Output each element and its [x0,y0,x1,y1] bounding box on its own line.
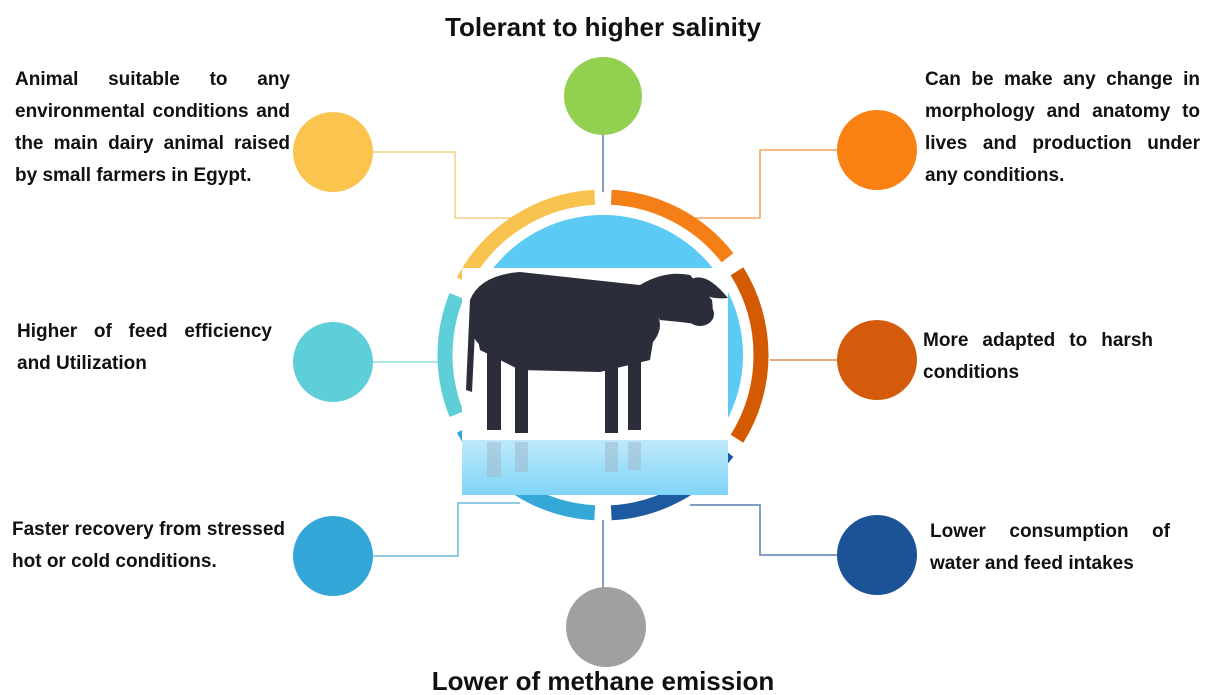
node-text: Faster recovery from stressed hot or col… [12,514,285,578]
node-circle [564,57,642,135]
node-circle [566,587,646,667]
node-circle [293,516,373,596]
node-circle [837,320,917,400]
title-bottom: Lower of methane emission [303,666,903,695]
ring-segment [445,296,457,414]
node-circle [293,322,373,402]
diagram: Tolerant to higher salinity Lower of met… [0,0,1207,695]
reflection [462,440,728,495]
node-text: Can be make any change in morphology and… [925,64,1200,192]
node-text: Animal suitable to any environmental con… [15,64,290,192]
node-text: More adapted to harsh conditions [923,325,1153,389]
node-text: Higher of feed efficiency and Utilizatio… [17,316,272,380]
title-top: Tolerant to higher salinity [303,12,903,43]
node-circle [293,112,373,192]
node-text: Lower consumption of water and feed inta… [930,516,1170,580]
node-circle [837,110,917,190]
node-circle [837,515,917,595]
